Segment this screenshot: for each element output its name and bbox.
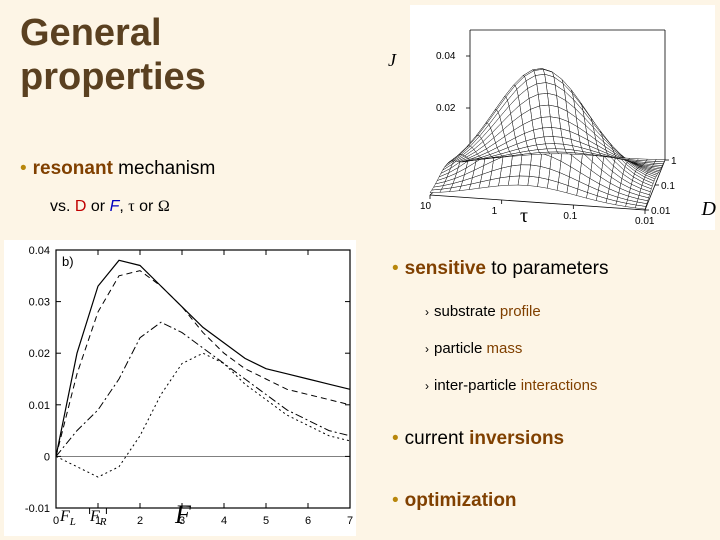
or2-text: or [135, 198, 158, 215]
slide-title: General properties [20, 12, 206, 99]
arrow-icon: › [425, 305, 434, 319]
surface-plot: 0.02 0.04 10 1 0.1 0.010.01 0.1 1 [410, 5, 715, 230]
svg-text:5: 5 [263, 515, 269, 527]
svg-text:4: 4 [221, 515, 227, 527]
bullet-sensitive-hl: sensitive [405, 258, 486, 279]
bullet-resonant-hl: resonant [33, 158, 113, 179]
svg-text:0.03: 0.03 [29, 297, 50, 309]
f-axis-label: F [175, 500, 191, 530]
sb3-hl: interactions [521, 377, 598, 394]
svg-text:0.01: 0.01 [29, 400, 50, 412]
sub-bullet-profile: ›substrate profile [425, 303, 541, 320]
fr-label: FR [90, 508, 107, 528]
svg-text:0.04: 0.04 [29, 245, 50, 257]
fl-sub: L [70, 516, 76, 528]
bullet-sensitive-txt: to parameters [486, 258, 609, 279]
svg-text:b): b) [62, 254, 74, 269]
svg-text:0: 0 [44, 451, 50, 463]
title-line-1: General [20, 12, 162, 54]
fr-f: F [90, 508, 100, 525]
comma-text: , [119, 198, 128, 215]
bullet-resonant-sub: vs. D or F, τ or Ω [50, 198, 170, 216]
svg-text:6: 6 [305, 515, 311, 527]
svg-text:0.04: 0.04 [436, 51, 456, 62]
svg-text:1: 1 [492, 206, 498, 217]
bullet-dot-icon: • [392, 428, 405, 449]
bullet-sensitive: •sensitive to parameters [392, 258, 608, 280]
arrow-icon: › [425, 379, 434, 393]
svg-text:7: 7 [347, 515, 353, 527]
bullet-optimization: •optimization [392, 490, 517, 512]
svg-text:0: 0 [53, 515, 59, 527]
bullet-optimization-hl: optimization [405, 490, 517, 511]
bullet-inversions-txt: current [405, 428, 469, 449]
d-axis-label: D [702, 198, 716, 221]
bullet-inversions: •current inversions [392, 428, 564, 450]
sb1-hl: profile [500, 303, 541, 320]
svg-text:1: 1 [671, 156, 677, 167]
tau-axis-label: τ [520, 205, 528, 228]
svg-text:0.1: 0.1 [661, 181, 675, 192]
svg-text:2: 2 [137, 515, 143, 527]
sub-bullet-mass: ›particle mass [425, 340, 522, 357]
sub-bullet-interactions: ›inter-particle interactions [425, 377, 597, 394]
vs-text: vs. [50, 198, 75, 215]
bullet-dot-icon: • [392, 258, 405, 279]
omega-text: Ω [158, 198, 170, 215]
svg-text:0.01: 0.01 [651, 206, 671, 217]
svg-text:0.01: 0.01 [635, 216, 655, 227]
fr-sub: R [100, 516, 107, 528]
fl-label: FL [60, 508, 76, 528]
sb1-txt: substrate [434, 303, 500, 320]
or1-text: or [86, 198, 109, 215]
sb2-hl: mass [487, 340, 523, 357]
bullet-dot-icon: • [392, 490, 405, 511]
svg-text:0.02: 0.02 [436, 103, 456, 114]
title-line-2: properties [20, 56, 206, 98]
sb3-txt: inter-particle [434, 377, 521, 394]
line-plot: 01234567-0.0100.010.020.030.04b) [4, 240, 356, 536]
svg-text:-0.01: -0.01 [25, 503, 50, 515]
arrow-icon: › [425, 342, 434, 356]
bullet-inversions-hl: inversions [469, 428, 564, 449]
bullet-resonant: •resonant mechanism [20, 158, 215, 180]
j-axis-label-surface: J [388, 50, 396, 71]
f-text: F [110, 198, 120, 215]
svg-text:0.02: 0.02 [29, 348, 50, 360]
bullet-dot-icon: • [20, 158, 33, 179]
svg-text:10: 10 [420, 201, 432, 212]
d-text: D [75, 198, 87, 215]
bullet-resonant-txt: mechanism [113, 158, 215, 179]
fl-f: F [60, 508, 70, 525]
svg-text:0.1: 0.1 [563, 211, 577, 222]
sb2-txt: particle [434, 340, 487, 357]
